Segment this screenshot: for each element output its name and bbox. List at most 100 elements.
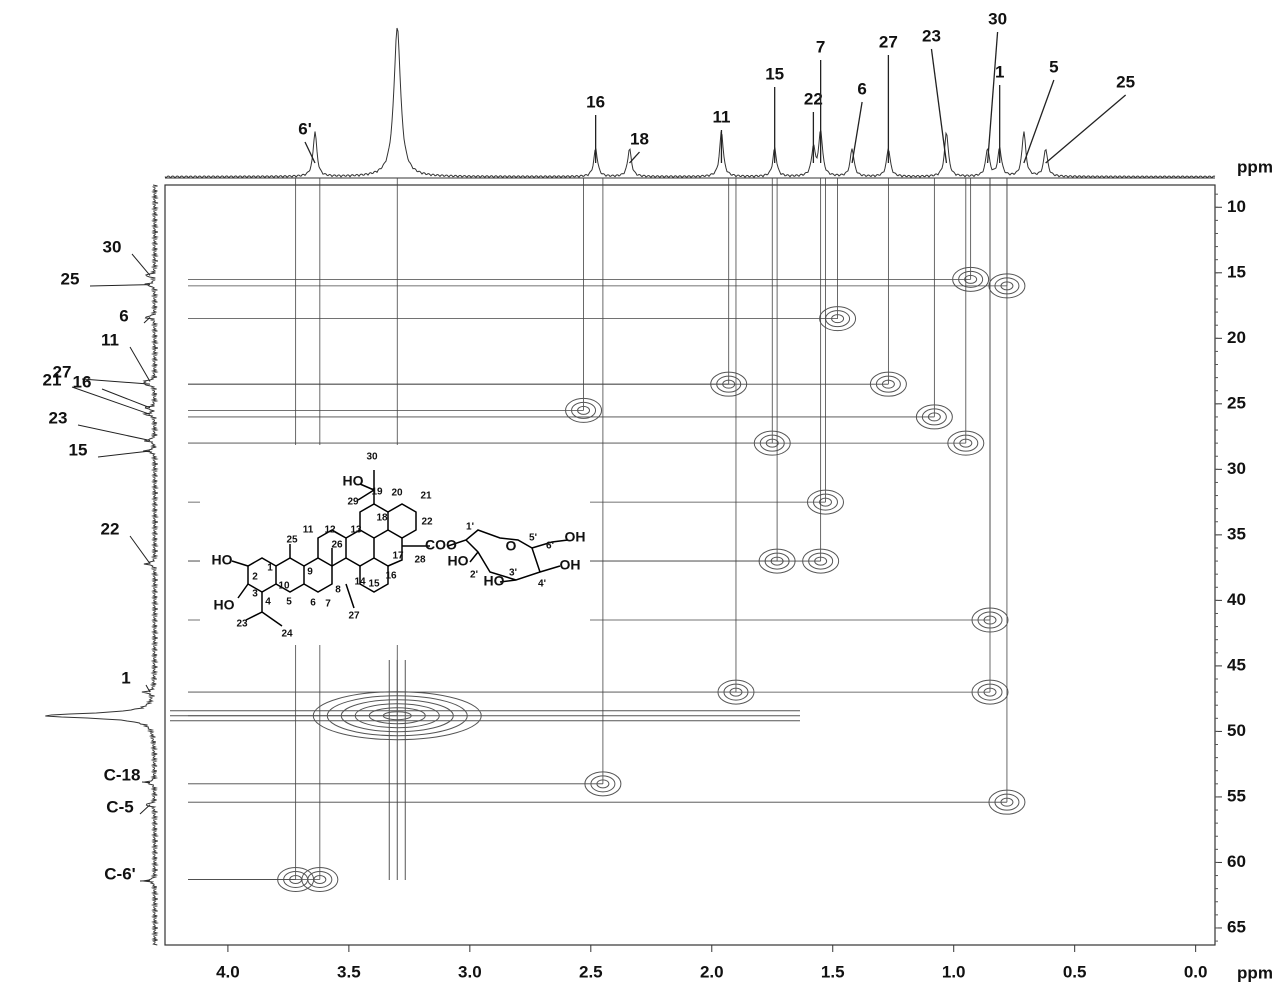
left-leader	[142, 782, 150, 783]
top-peak-label: 11	[712, 107, 730, 126]
left-leader	[90, 285, 150, 286]
top-peak-label: 25	[1116, 72, 1135, 91]
y-axis-label: ppm	[1237, 157, 1273, 176]
left-leader	[102, 389, 150, 408]
top-peak-label: 27	[879, 32, 898, 51]
structure-label: 6	[310, 598, 316, 609]
x-tick-label: 2.0	[700, 962, 724, 981]
structure-label: 25	[286, 535, 298, 546]
top-leader	[931, 49, 946, 163]
top-peak-label: 23	[922, 26, 941, 45]
structure-label: 14	[354, 577, 366, 588]
left-peak-label: 30	[103, 237, 122, 256]
left-leader	[130, 347, 150, 382]
left-peak-label: C-18	[104, 765, 141, 784]
top-peak-label: 7	[816, 37, 825, 56]
x-axis-label: ppm	[1237, 963, 1273, 982]
top-peak-label: 16	[586, 92, 605, 111]
structure-label: 30	[366, 452, 378, 463]
left-leader	[78, 425, 150, 441]
left-peak-label: C-5	[106, 797, 133, 816]
top-peak-label: 6	[857, 79, 866, 98]
structure-label: 7	[325, 599, 331, 610]
structure-label: 23	[236, 619, 248, 630]
structure-label: O	[506, 538, 517, 554]
structure-label: COO	[425, 537, 457, 553]
structure-label: 5'	[529, 533, 537, 544]
x-tick-label: 3.0	[458, 962, 482, 981]
structure-label: 12	[324, 525, 336, 536]
left-peak-label: 6	[119, 306, 128, 325]
y-tick-label: 40	[1227, 590, 1246, 609]
x-tick-label: 0.0	[1184, 962, 1208, 981]
structure-backdrop	[200, 445, 590, 645]
left-leader	[132, 254, 150, 275]
structure-label: 17	[392, 551, 404, 562]
y-tick-label: 35	[1227, 524, 1246, 543]
y-tick-label: 30	[1227, 459, 1246, 478]
x-tick-label: 4.0	[216, 962, 240, 981]
structure-label: 3'	[509, 568, 517, 579]
structure-label: 29	[347, 497, 359, 508]
left-peak-label: C-6'	[104, 864, 135, 883]
structure-label: OH	[565, 529, 586, 545]
top-leader	[1024, 80, 1054, 163]
top-peak-label: 15	[765, 64, 784, 83]
left-leader	[130, 536, 150, 564]
top-leader	[988, 32, 998, 163]
y-tick-label: 20	[1227, 328, 1246, 347]
x-tick-label: 3.5	[337, 962, 361, 981]
top-peak-label: 6'	[298, 119, 312, 138]
structure-label: 19	[371, 487, 383, 498]
structure-label: HO	[214, 597, 235, 613]
top-leader	[1046, 95, 1126, 163]
structure-label: HO	[212, 552, 233, 568]
x-tick-label: 2.5	[579, 962, 603, 981]
structure-label: HO	[448, 553, 469, 569]
left-peak-label: 23	[49, 408, 68, 427]
structure-label: 1	[267, 563, 273, 574]
x-tick-label: 1.5	[821, 962, 845, 981]
structure-label: 27	[348, 611, 360, 622]
y-tick-label: 55	[1227, 786, 1246, 805]
y-tick-label: 10	[1227, 197, 1246, 216]
structure-label: HO	[484, 573, 505, 589]
structure-label: 21	[420, 491, 432, 502]
structure-label: 10	[278, 581, 290, 592]
left-peak-label: 11	[101, 330, 119, 349]
structure-label: 6'	[546, 541, 554, 552]
left-leader	[140, 805, 150, 814]
structure-label: 13	[350, 525, 362, 536]
structure-label: 11	[303, 525, 314, 536]
structure-label: 20	[391, 488, 403, 499]
structure-label: 2	[252, 572, 258, 583]
structure-label: 3	[252, 589, 258, 600]
top-peak-label: 30	[988, 9, 1007, 28]
left-peak-label: 25	[61, 269, 80, 288]
structure-label: 4'	[538, 579, 546, 590]
structure-label: 8	[335, 585, 341, 596]
top-spectrum	[165, 28, 1215, 178]
structure-label: 26	[331, 540, 343, 551]
top-peak-label: 18	[630, 129, 649, 148]
left-spectrum	[45, 185, 158, 945]
structure-label: OH	[560, 557, 581, 573]
structure-label: 16	[385, 571, 397, 582]
structure-label: 9	[307, 567, 313, 578]
x-tick-label: 1.0	[942, 962, 966, 981]
structure-label: 28	[414, 555, 426, 566]
top-peak-label: 5	[1049, 57, 1058, 76]
y-tick-label: 45	[1227, 655, 1246, 674]
top-leader	[852, 102, 862, 163]
structure-label: 15	[368, 579, 380, 590]
structure-label: 5	[286, 597, 292, 608]
structure-label: 1'	[466, 522, 474, 533]
y-tick-label: 25	[1227, 393, 1246, 412]
y-tick-label: 60	[1227, 852, 1246, 871]
left-peak-label: 15	[69, 440, 88, 459]
left-peak-label: 21	[43, 370, 62, 389]
structure-label: 2'	[470, 570, 478, 581]
y-tick-label: 15	[1227, 262, 1246, 281]
x-tick-label: 0.5	[1063, 962, 1087, 981]
top-peak-label: 1	[995, 62, 1004, 81]
